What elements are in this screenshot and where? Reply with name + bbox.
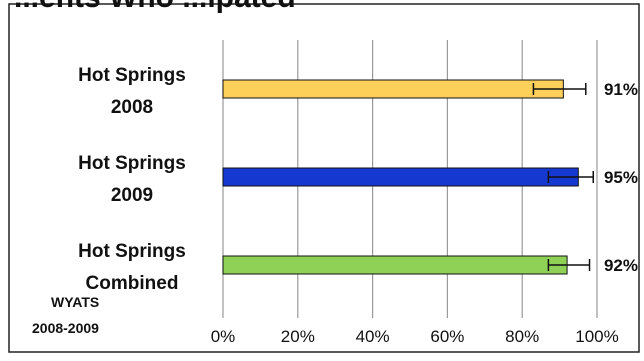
- data-label: 91%: [604, 80, 638, 99]
- source-note: WYATS 2008-2009: [32, 294, 99, 336]
- source-note-line: WYATS: [51, 294, 99, 310]
- data-label: 92%: [604, 256, 638, 275]
- x-axis-ticks: 0% 20% 40% 60% 80% 100%: [211, 327, 619, 346]
- bar: [222, 79, 564, 99]
- bar: [222, 167, 579, 187]
- category-label: Hot Springs: [78, 153, 186, 174]
- category-label: Combined: [86, 273, 179, 294]
- category-label: 2008: [111, 97, 153, 118]
- category-label: Hot Springs: [78, 241, 186, 262]
- bars: 91% 95% 92%: [222, 79, 638, 275]
- x-tick-label: 20%: [281, 327, 315, 346]
- bar: [222, 255, 568, 275]
- header-fragment: ...ents Who ...ipated: [14, 0, 296, 14]
- x-tick-label: 100%: [575, 327, 618, 346]
- x-tick-label: 0%: [211, 327, 236, 346]
- data-label: 95%: [604, 168, 638, 187]
- x-tick-label: 60%: [430, 327, 464, 346]
- category-label: 2009: [111, 185, 153, 206]
- x-tick-label: 40%: [356, 327, 390, 346]
- source-note-line: 2008-2009: [32, 320, 99, 336]
- category-label: Hot Springs: [78, 65, 186, 86]
- category-labels: Hot Springs 2008 Hot Springs 2009 Hot Spring…: [78, 65, 186, 294]
- x-tick-label: 80%: [505, 327, 539, 346]
